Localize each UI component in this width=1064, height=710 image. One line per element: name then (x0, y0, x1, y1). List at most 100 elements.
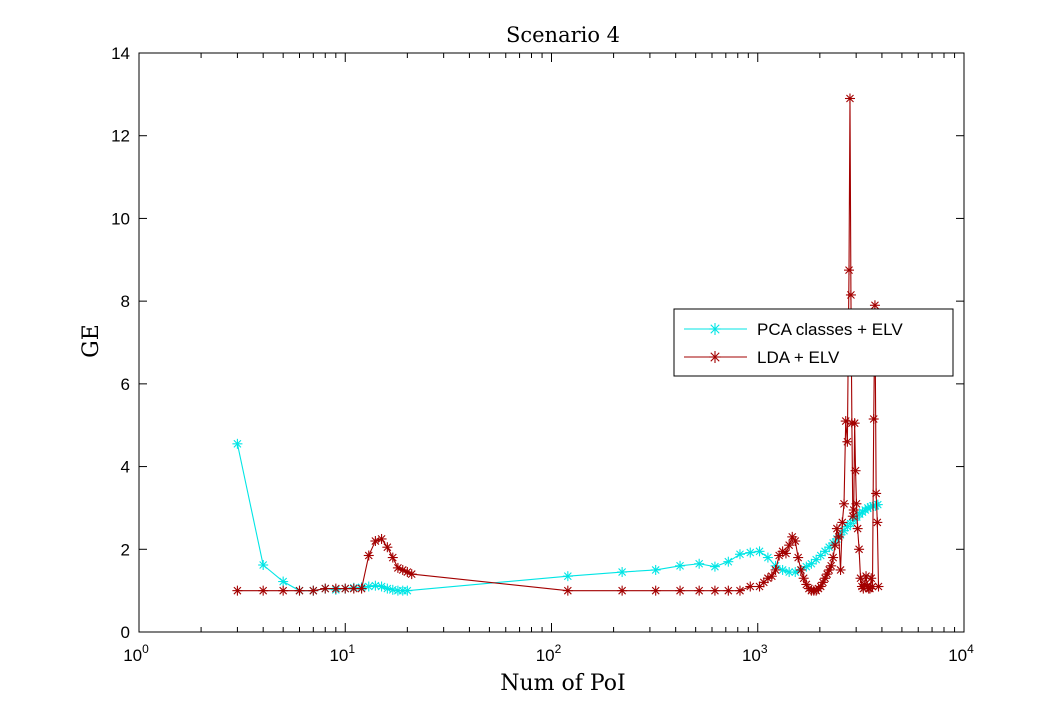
data-point (845, 289, 856, 300)
data-point (232, 438, 243, 449)
data-point (854, 544, 865, 555)
data-point (694, 558, 705, 569)
plot-area (232, 93, 884, 596)
data-point (723, 585, 734, 596)
data-point (847, 511, 858, 522)
data-point (869, 300, 880, 311)
data-point (308, 585, 319, 596)
data-point (376, 533, 387, 544)
data-point (842, 436, 853, 447)
data-point (835, 564, 846, 575)
data-point (833, 531, 844, 542)
data-point (784, 567, 795, 578)
data-point (873, 581, 884, 592)
y-tick-label: 12 (111, 127, 130, 146)
data-point (745, 581, 756, 592)
data-point (675, 560, 686, 571)
data-point (232, 585, 243, 596)
data-point (852, 523, 863, 534)
legend-label: PCA classes + ELV (757, 320, 903, 339)
data-point (824, 564, 835, 575)
data-point (872, 499, 883, 510)
data-point (790, 536, 801, 547)
data-point (709, 585, 720, 596)
series-2 (232, 93, 884, 596)
data-point (828, 552, 839, 563)
y-tick-label: 6 (121, 375, 130, 394)
y-tick-label: 2 (121, 540, 130, 559)
data-point (754, 546, 765, 557)
legend-marker (709, 323, 721, 335)
y-tick-label: 10 (111, 209, 130, 228)
x-tick-label: 100 (123, 642, 149, 665)
legend-entry: PCA classes + ELV (684, 320, 903, 339)
data-point (844, 265, 855, 276)
data-point (382, 542, 393, 553)
y-tick-label: 4 (121, 458, 130, 477)
data-point (294, 585, 305, 596)
data-point (356, 583, 367, 594)
y-tick-label: 14 (111, 44, 130, 63)
x-tick-label: 104 (948, 642, 974, 665)
y-axis-label: GE (79, 324, 104, 358)
data-point (258, 585, 269, 596)
data-point (830, 540, 841, 551)
data-point (850, 465, 861, 476)
data-point (363, 550, 374, 561)
data-point (387, 584, 398, 595)
x-tick-label: 103 (742, 642, 768, 665)
data-point (872, 517, 883, 528)
legend-label: LDA + ELV (757, 348, 840, 367)
data-point (694, 585, 705, 596)
x-axis-label: Num of PoI (500, 671, 626, 696)
data-point (320, 583, 331, 594)
data-point (734, 549, 745, 560)
data-point (723, 556, 734, 567)
data-point (258, 560, 269, 571)
data-point (780, 548, 791, 559)
legend: PCA classes + ELV LDA + ELV (673, 308, 954, 377)
data-point (798, 573, 809, 584)
x-tick-label: 101 (329, 642, 355, 665)
data-point (675, 585, 686, 596)
data-point (851, 498, 862, 509)
data-point (562, 585, 573, 596)
data-point (734, 585, 745, 596)
data-point (406, 569, 417, 580)
data-point (363, 581, 374, 592)
data-point (871, 488, 882, 499)
data-point (402, 585, 413, 596)
data-point (562, 571, 573, 582)
data-point (650, 564, 661, 575)
axes: 0 2 4 6 8 10 12 14 100 101 102 103 104 (111, 44, 974, 665)
legend-entry: LDA + ELV (684, 348, 840, 367)
data-point (650, 585, 661, 596)
data-point (617, 567, 628, 578)
data-point (709, 561, 720, 572)
data-point (868, 414, 879, 425)
data-point (866, 573, 877, 584)
data-point (837, 517, 848, 528)
data-point (762, 552, 773, 563)
data-point (770, 564, 781, 575)
data-point (793, 552, 804, 563)
x-tick-label: 102 (536, 642, 562, 665)
data-point (849, 418, 860, 429)
y-tick-label: 0 (121, 623, 130, 642)
data-point (745, 547, 756, 558)
data-point (839, 498, 850, 509)
data-point (387, 552, 398, 563)
data-point (278, 585, 289, 596)
chart-title: Scenario 4 (506, 23, 620, 47)
legend-box (673, 308, 954, 377)
data-point (766, 571, 777, 582)
data-point (795, 564, 806, 575)
data-point (831, 523, 842, 534)
data-point (844, 93, 855, 104)
data-point (330, 583, 341, 594)
data-point (278, 576, 289, 587)
data-point (340, 583, 351, 594)
data-point (784, 540, 795, 551)
data-point (826, 560, 837, 571)
